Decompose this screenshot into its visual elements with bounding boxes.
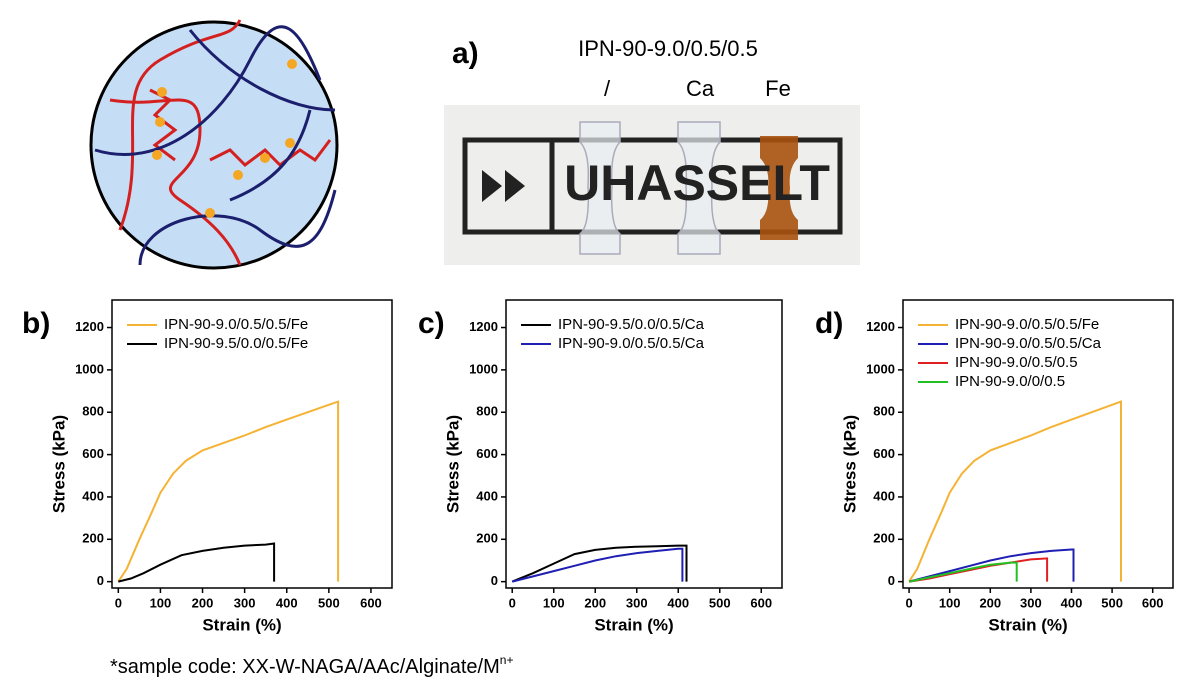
x-tick-label: 400 xyxy=(276,595,298,610)
sample-label: / xyxy=(604,76,611,101)
x-axis-label: Strain (%) xyxy=(594,615,673,634)
panel-label: d) xyxy=(815,307,843,340)
x-tick-label: 400 xyxy=(1061,595,1083,610)
sample-photo xyxy=(444,105,860,265)
y-tick-label: 0 xyxy=(888,573,895,588)
footnote-superscript: n+ xyxy=(500,653,514,667)
x-tick-label: 100 xyxy=(150,595,172,610)
x-tick-label: 200 xyxy=(192,595,214,610)
y-tick-label: 1000 xyxy=(469,361,498,376)
legend-label: IPN-90-9.0/0.5/0.5/Fe xyxy=(955,316,1099,333)
data-line xyxy=(908,400,1122,583)
y-axis-label: Stress (kPa) xyxy=(443,415,462,513)
x-tick-label: 600 xyxy=(360,595,382,610)
x-tick-label: 500 xyxy=(709,595,731,610)
y-tick-label: 1200 xyxy=(469,319,498,334)
sample-label: Ca xyxy=(686,76,715,101)
y-tick-label: 1200 xyxy=(866,319,895,334)
y-tick-label: 0 xyxy=(97,573,104,588)
x-tick-label: 300 xyxy=(234,595,256,610)
legend-label: IPN-90-9.0/0/0.5 xyxy=(955,373,1065,390)
data-line xyxy=(118,542,276,583)
y-tick-label: 600 xyxy=(873,446,895,461)
data-line xyxy=(908,561,1018,583)
legend-label: IPN-90-9.5/0.0/0.5/Ca xyxy=(558,316,705,333)
y-tick-label: 1200 xyxy=(75,319,104,334)
x-tick-label: 500 xyxy=(1101,595,1123,610)
y-tick-label: 400 xyxy=(476,488,498,503)
data-line xyxy=(117,400,340,583)
y-tick-label: 200 xyxy=(873,531,895,546)
panel-label: a) xyxy=(452,37,479,70)
plot-frame xyxy=(111,299,393,589)
y-tick-label: 800 xyxy=(476,404,498,419)
y-tick-label: 400 xyxy=(82,488,104,503)
y-tick-label: 800 xyxy=(82,404,104,419)
x-axis-label: Strain (%) xyxy=(202,615,281,634)
y-tick-label: 1000 xyxy=(866,361,895,376)
plot-frame xyxy=(902,299,1174,589)
network-illustration xyxy=(89,19,339,270)
y-tick-label: 600 xyxy=(476,446,498,461)
legend-label: IPN-90-9.0/0.5/0.5/Fe xyxy=(164,316,308,333)
y-tick-label: 600 xyxy=(82,446,104,461)
x-tick-label: 400 xyxy=(667,595,689,610)
x-tick-label: 200 xyxy=(584,595,606,610)
y-tick-label: 0 xyxy=(491,573,498,588)
footnote: *sample code: XX-W-NAGA/AAc/Alginate/Mn+ xyxy=(110,653,513,678)
x-tick-label: 600 xyxy=(750,595,772,610)
x-tick-label: 100 xyxy=(543,595,565,610)
x-tick-label: 0 xyxy=(509,595,516,610)
x-tick-label: 300 xyxy=(1020,595,1042,610)
x-tick-label: 500 xyxy=(318,595,340,610)
legend-label: IPN-90-9.0/0.5/0.5/Ca xyxy=(558,335,705,352)
data-line xyxy=(908,557,1049,583)
x-tick-label: 0 xyxy=(115,595,122,610)
x-tick-label: 200 xyxy=(979,595,1001,610)
data-line xyxy=(511,544,688,583)
y-axis-label: Stress (kPa) xyxy=(840,415,859,513)
y-tick-label: 400 xyxy=(873,488,895,503)
panel-label: c) xyxy=(418,307,445,340)
data-line xyxy=(908,548,1075,583)
legend-label: IPN-90-9.5/0.0/0.5/Fe xyxy=(164,335,308,352)
plot-frame xyxy=(505,299,783,589)
x-tick-label: 300 xyxy=(626,595,648,610)
x-axis-label: Strain (%) xyxy=(988,615,1067,634)
legend-label: IPN-90-9.0/0.5/0.5 xyxy=(955,354,1078,371)
panel-label: b) xyxy=(22,307,50,340)
y-axis-label: Stress (kPa) xyxy=(49,415,68,513)
footnote-text: *sample code: XX-W-NAGA/AAc/Alginate/M xyxy=(110,656,500,678)
y-tick-label: 800 xyxy=(873,404,895,419)
x-tick-label: 600 xyxy=(1142,595,1164,610)
y-tick-label: 1000 xyxy=(75,361,104,376)
sample-label: Fe xyxy=(765,76,791,101)
x-tick-label: 0 xyxy=(905,595,912,610)
legend-label: IPN-90-9.0/0.5/0.5/Ca xyxy=(955,335,1102,352)
photo-title: IPN-90-9.0/0.5/0.5 xyxy=(578,36,758,61)
data-line xyxy=(511,547,684,583)
y-tick-label: 200 xyxy=(476,531,498,546)
y-tick-label: 200 xyxy=(82,531,104,546)
x-tick-label: 100 xyxy=(939,595,961,610)
logo-text: UHASSELT xyxy=(564,155,830,211)
